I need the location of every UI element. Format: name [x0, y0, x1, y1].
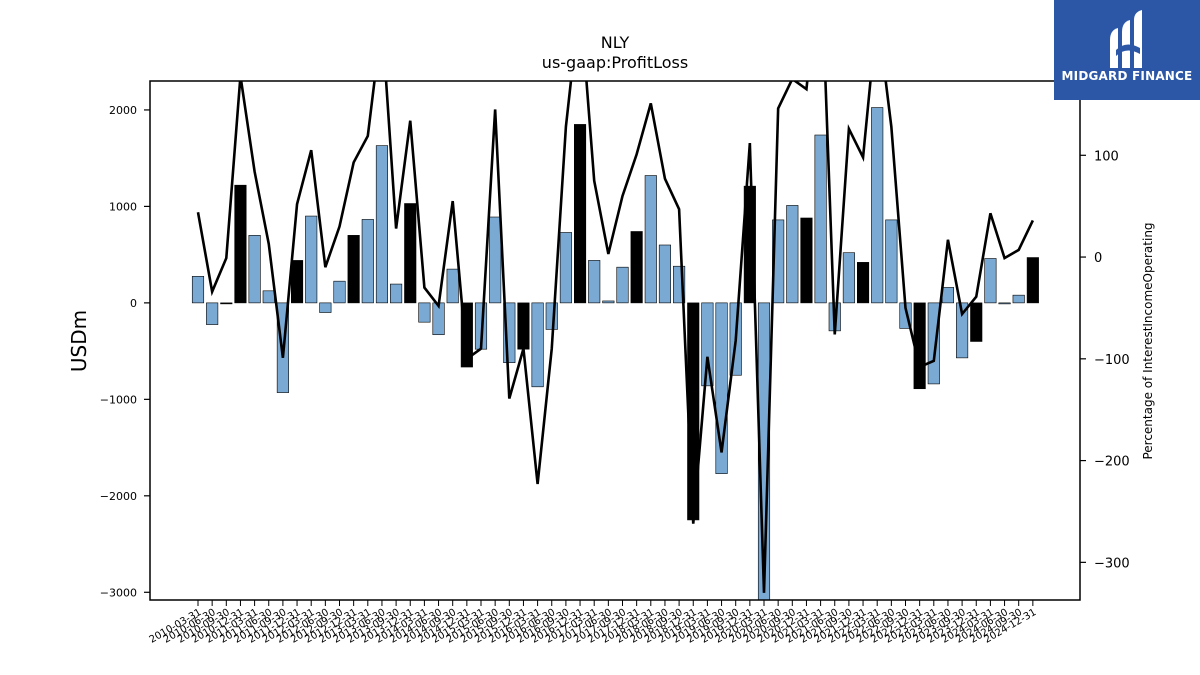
y-axis-label: USDm — [67, 310, 91, 372]
bar — [234, 184, 247, 304]
y-axis-left: −3000 −2000 −1000 0 1000 2000 — [100, 104, 150, 599]
bar — [588, 260, 601, 304]
y2-tick-label: 100 — [1094, 149, 1119, 164]
bar — [658, 244, 672, 304]
series-line — [196, 81, 1035, 593]
y-axis-right: −300 −200 −100 0 100 — [1080, 149, 1130, 571]
y-tick-label: 2000 — [109, 104, 137, 117]
logo-icon — [1110, 10, 1142, 68]
y2-tick-label: −200 — [1094, 455, 1130, 470]
bar — [1012, 294, 1025, 304]
bar — [446, 268, 459, 304]
bar — [786, 205, 799, 304]
bar — [715, 302, 728, 474]
bar — [616, 266, 629, 304]
plot-frame — [149, 80, 1081, 601]
y-tick-label: −1000 — [100, 393, 137, 406]
bar — [503, 302, 516, 363]
bar — [206, 302, 219, 325]
bar — [970, 302, 983, 342]
bar — [644, 175, 657, 304]
bar — [220, 302, 233, 305]
y2-tick-label: 0 — [1094, 251, 1102, 266]
bar — [333, 280, 346, 304]
bar — [1026, 257, 1039, 304]
chart-title: NLY — [601, 33, 630, 52]
bar — [319, 302, 332, 313]
bar — [290, 260, 304, 304]
bar — [743, 185, 756, 304]
y-tick-label: 1000 — [109, 200, 137, 213]
bar — [347, 235, 360, 304]
y2-axis-label: Percentage of InterestIncomeOperating — [1141, 222, 1155, 459]
bar — [927, 302, 940, 385]
y2-tick-label: −100 — [1094, 353, 1130, 368]
bar — [602, 300, 615, 304]
bar — [517, 302, 530, 350]
bar — [998, 302, 1011, 305]
bar — [559, 232, 572, 304]
bar — [390, 283, 403, 304]
bar — [871, 107, 884, 304]
bars-layer — [191, 107, 1039, 601]
bar — [248, 235, 261, 304]
bar — [545, 302, 558, 330]
bar — [573, 124, 587, 304]
chart-subtitle: us-gaap:ProfitLoss — [542, 53, 688, 72]
y2-tick-label: −300 — [1094, 556, 1130, 571]
bar — [842, 252, 855, 304]
bar — [404, 203, 417, 304]
bar — [305, 215, 318, 304]
logo: MIDGARD FINANCE — [1054, 0, 1200, 100]
bar — [361, 219, 374, 304]
y-tick-label: 0 — [130, 297, 137, 310]
bar — [262, 290, 275, 304]
bar — [885, 219, 898, 304]
y-tick-label: −3000 — [100, 586, 137, 599]
bar — [375, 145, 389, 304]
logo-text: MIDGARD FINANCE — [1061, 69, 1193, 83]
bar — [814, 134, 827, 304]
line-layer — [196, 81, 1035, 593]
bar — [489, 216, 502, 304]
y-tick-label: −2000 — [100, 490, 137, 503]
bar — [630, 231, 643, 304]
bar — [418, 302, 431, 323]
bar — [800, 217, 813, 304]
bar — [460, 302, 473, 368]
bar — [984, 258, 997, 304]
x-axis: 2010-03-312010-06-302010-09-302010-12-31… — [148, 600, 1038, 646]
bar — [531, 302, 544, 388]
bar — [701, 302, 714, 387]
bar — [856, 262, 870, 304]
bar — [191, 276, 205, 304]
bar — [941, 287, 955, 304]
bar — [956, 302, 969, 359]
bar — [673, 265, 686, 304]
